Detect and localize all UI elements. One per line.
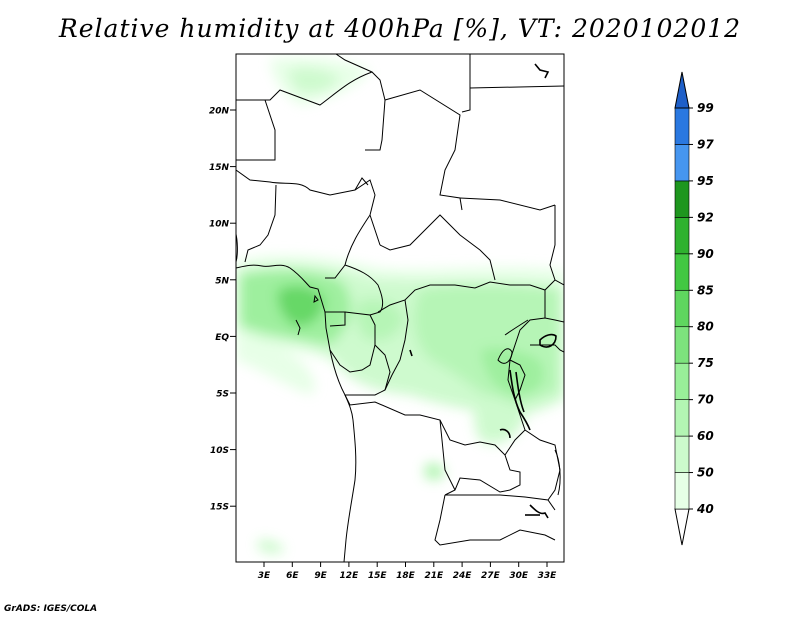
lon-tick-label: 21E [424,571,444,581]
colorbar-bottom-triangle [674,508,690,546]
colorbar-label: 80 [697,320,714,334]
colorbar-segment [674,326,690,364]
lon-tick-label: 12E [340,571,360,581]
lon-tick-label: 33E [538,571,558,581]
colorbar-label: 95 [697,174,714,188]
map-borders [236,54,564,562]
lat-tick-label: 10S [210,446,229,456]
colorbar-label: 85 [697,283,714,297]
lat-tick-label: 20N [209,107,230,117]
colorbar-label: 99 [697,101,714,115]
colorbar-segment [674,399,690,437]
lat-tick-label: EQ [215,333,229,343]
humidity-shading [236,57,564,554]
colorbar-segment [674,472,690,510]
lon-tick-label: 18E [396,571,416,581]
map-frame [235,53,565,563]
colorbar-label: 40 [696,502,714,516]
colorbar-top-triangle [674,71,690,109]
colorbar: 40 50 60 70 75 80 85 90 92 95 97 99 [674,71,714,546]
colorbar-segment [674,289,690,328]
colorbar-label: 90 [697,247,714,261]
lon-tick-label: 15E [368,571,388,581]
lat-tick-label: 15N [209,163,230,173]
lon-tick-label: 24E [453,571,473,581]
map-lakes [409,63,557,519]
lat-tick-label: 10N [209,220,230,230]
colorbar-segment [674,435,690,473]
colorbar-label: 70 [697,393,714,407]
latitude-axis: 20N 15N 10N 5N EQ 5S 10S 15S [209,107,236,513]
lon-tick-label: 9E [314,571,327,581]
colorbar-label: 75 [697,356,714,370]
colorbar-segment [674,144,690,182]
colorbar-label: 92 [697,210,714,224]
lat-tick-label: 5S [216,390,229,400]
credit-label: GrADS: IGES/COLA [4,604,98,614]
lon-tick-label: 30E [509,571,529,581]
map-title: Relative humidity at 400hPa [%], VT: 202… [58,14,742,43]
lon-tick-label: 3E [258,571,271,581]
colorbar-segment [674,217,690,255]
longitude-axis: 3E 6E 9E 12E 15E 18E 21E 24E 27E 30E 33E [258,562,557,581]
lon-tick-label: 6E [286,571,299,581]
colorbar-segment [674,362,690,400]
colorbar-label: 97 [697,137,714,151]
colorbar-segment [674,107,690,145]
lat-tick-label: 5N [215,276,229,286]
lat-tick-label: 15S [210,503,229,513]
colorbar-segment [674,180,690,218]
colorbar-label: 50 [697,466,714,480]
colorbar-label: 60 [697,429,714,443]
lon-tick-label: 27E [481,571,501,581]
colorbar-segment [674,253,690,291]
